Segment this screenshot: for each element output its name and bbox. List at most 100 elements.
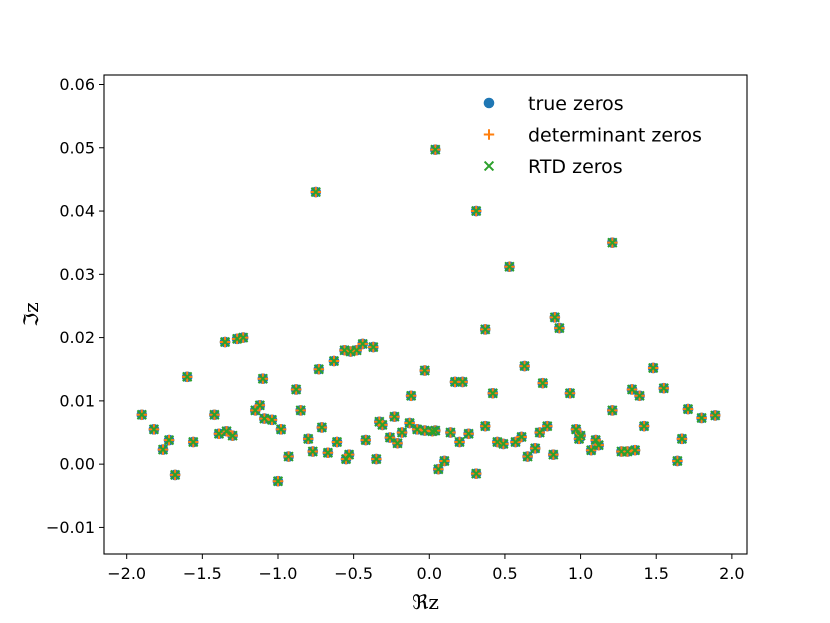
rtd-zero-point	[522, 451, 533, 462]
rtd-zero-point	[542, 421, 553, 432]
rtd-zero-point	[573, 433, 585, 444]
rtd-zero-point	[219, 336, 231, 348]
rtd-zero-point	[303, 433, 314, 444]
rtd-zero-point	[682, 403, 694, 415]
rtd-zero-point	[696, 412, 707, 424]
rtd-zero-point	[570, 424, 582, 435]
rtd-zero-point	[371, 453, 382, 465]
rtd-zero-point	[396, 427, 408, 438]
rtd-zero-point	[658, 383, 669, 394]
rtd-zero-point	[537, 378, 548, 389]
rtd-zero-point	[519, 360, 530, 372]
rtd-zero-point	[676, 433, 688, 444]
rtd-zero-point	[209, 409, 220, 420]
rtd-zero-point	[530, 443, 541, 454]
x-tick-label: −1.0	[259, 564, 298, 583]
x-tick-label: −0.5	[334, 564, 373, 583]
legend-determinant-zeros-label: determinant zeros	[528, 125, 702, 147]
rtd-zero-point	[710, 410, 721, 421]
y-tick-label: 0.01	[59, 391, 95, 410]
rtd-zero-point	[463, 428, 474, 439]
legend-true-zeros-marker	[483, 97, 495, 109]
rtd-zero-point	[148, 424, 160, 435]
rtd-zero-point	[331, 436, 343, 448]
y-tick-label: 0.02	[59, 328, 95, 347]
rtd-zero-point	[313, 364, 324, 375]
rtd-zero-point	[163, 434, 175, 446]
rtd-zero-point	[392, 438, 403, 449]
rtd-zero-point	[307, 446, 318, 457]
rtd-zero-point	[272, 476, 284, 487]
x-axis-label: ℜz	[412, 590, 439, 614]
x-tick-label: 0.0	[417, 564, 442, 583]
rtd-zero-point	[457, 376, 468, 387]
rtd-zero-point	[648, 362, 659, 374]
rtd-zero-point	[310, 186, 321, 198]
x-tick-label: 1.5	[643, 564, 668, 583]
rtd-zero-point	[343, 449, 355, 460]
rtd-zero-point	[412, 424, 423, 435]
rtd-zero-point	[257, 373, 268, 384]
y-tick-label: 0.03	[59, 265, 95, 284]
rtd-zero-point	[328, 355, 340, 367]
rtd-zero-point	[430, 425, 441, 436]
rtd-zero-point	[275, 424, 287, 435]
rtd-zero-point	[498, 438, 509, 450]
rtd-zero-point	[170, 469, 181, 481]
rtd-zero-point	[427, 426, 438, 437]
rtd-zero-point	[157, 444, 169, 455]
rtd-zero-point	[377, 419, 388, 431]
legend-determinant-zeros-marker	[483, 129, 495, 140]
rtd-zero-point	[639, 421, 650, 432]
rtd-zero-point	[504, 261, 515, 272]
rtd-zero-point	[283, 451, 294, 462]
x-tick-label: 0.5	[492, 564, 517, 583]
rtd-zero-point	[471, 205, 482, 217]
rtd-zero-point	[254, 400, 265, 411]
rtd-zero-point	[384, 432, 396, 443]
rtd-zero-point	[295, 405, 306, 416]
legend-true-zeros-label: true zeros	[528, 93, 624, 115]
rtd-zero-point	[357, 338, 368, 350]
points-layer	[136, 144, 721, 487]
rtd-zero-point	[360, 434, 371, 446]
rtd-zero-point	[449, 376, 461, 387]
rtd-zero-point	[406, 390, 417, 401]
rtd-zero-point	[492, 436, 503, 448]
rtd-zero-point	[554, 322, 565, 334]
rtd-zero-point	[471, 468, 482, 479]
rtd-zero-point	[433, 464, 444, 475]
legend: true zeros determinant zeros RTD zeros	[483, 93, 702, 178]
rtd-zero-point	[430, 144, 441, 155]
y-tick-label: 0.05	[59, 138, 95, 157]
legend-rtd-zeros-label: RTD zeros	[528, 156, 623, 178]
y-tick-label: 0.06	[59, 75, 95, 94]
rtd-zero-point	[188, 436, 199, 448]
rtd-zero-point	[213, 428, 225, 439]
x-tick-label: −2.0	[107, 564, 146, 583]
rtd-zero-point	[238, 332, 249, 343]
legend-rtd-zeros-marker	[483, 160, 495, 172]
rtd-zero-point	[266, 414, 278, 425]
rtd-zero-point	[548, 449, 559, 460]
rtd-zero-point	[480, 324, 491, 335]
rtd-zero-point	[291, 384, 302, 395]
rtd-zero-point	[439, 455, 450, 467]
rtd-zero-point	[445, 427, 456, 438]
rtd-zero-point	[221, 426, 232, 437]
rtd-zero-point	[607, 237, 618, 248]
rtd-zero-point	[622, 446, 633, 457]
rtd-zero-point	[480, 421, 491, 432]
x-tick-label: −1.5	[183, 564, 222, 583]
x-tick-label: 1.0	[568, 564, 593, 583]
rtd-zero-point	[672, 455, 683, 467]
y-tick-label: 0.00	[59, 455, 95, 474]
rtd-zero-point	[516, 431, 527, 443]
rtd-zero-point	[629, 445, 641, 456]
rtd-zero-point	[593, 440, 604, 451]
rtd-zero-point	[182, 371, 193, 382]
rtd-zero-point	[607, 405, 618, 416]
plot-frame	[103, 74, 748, 555]
rtd-zero-point	[590, 434, 601, 446]
